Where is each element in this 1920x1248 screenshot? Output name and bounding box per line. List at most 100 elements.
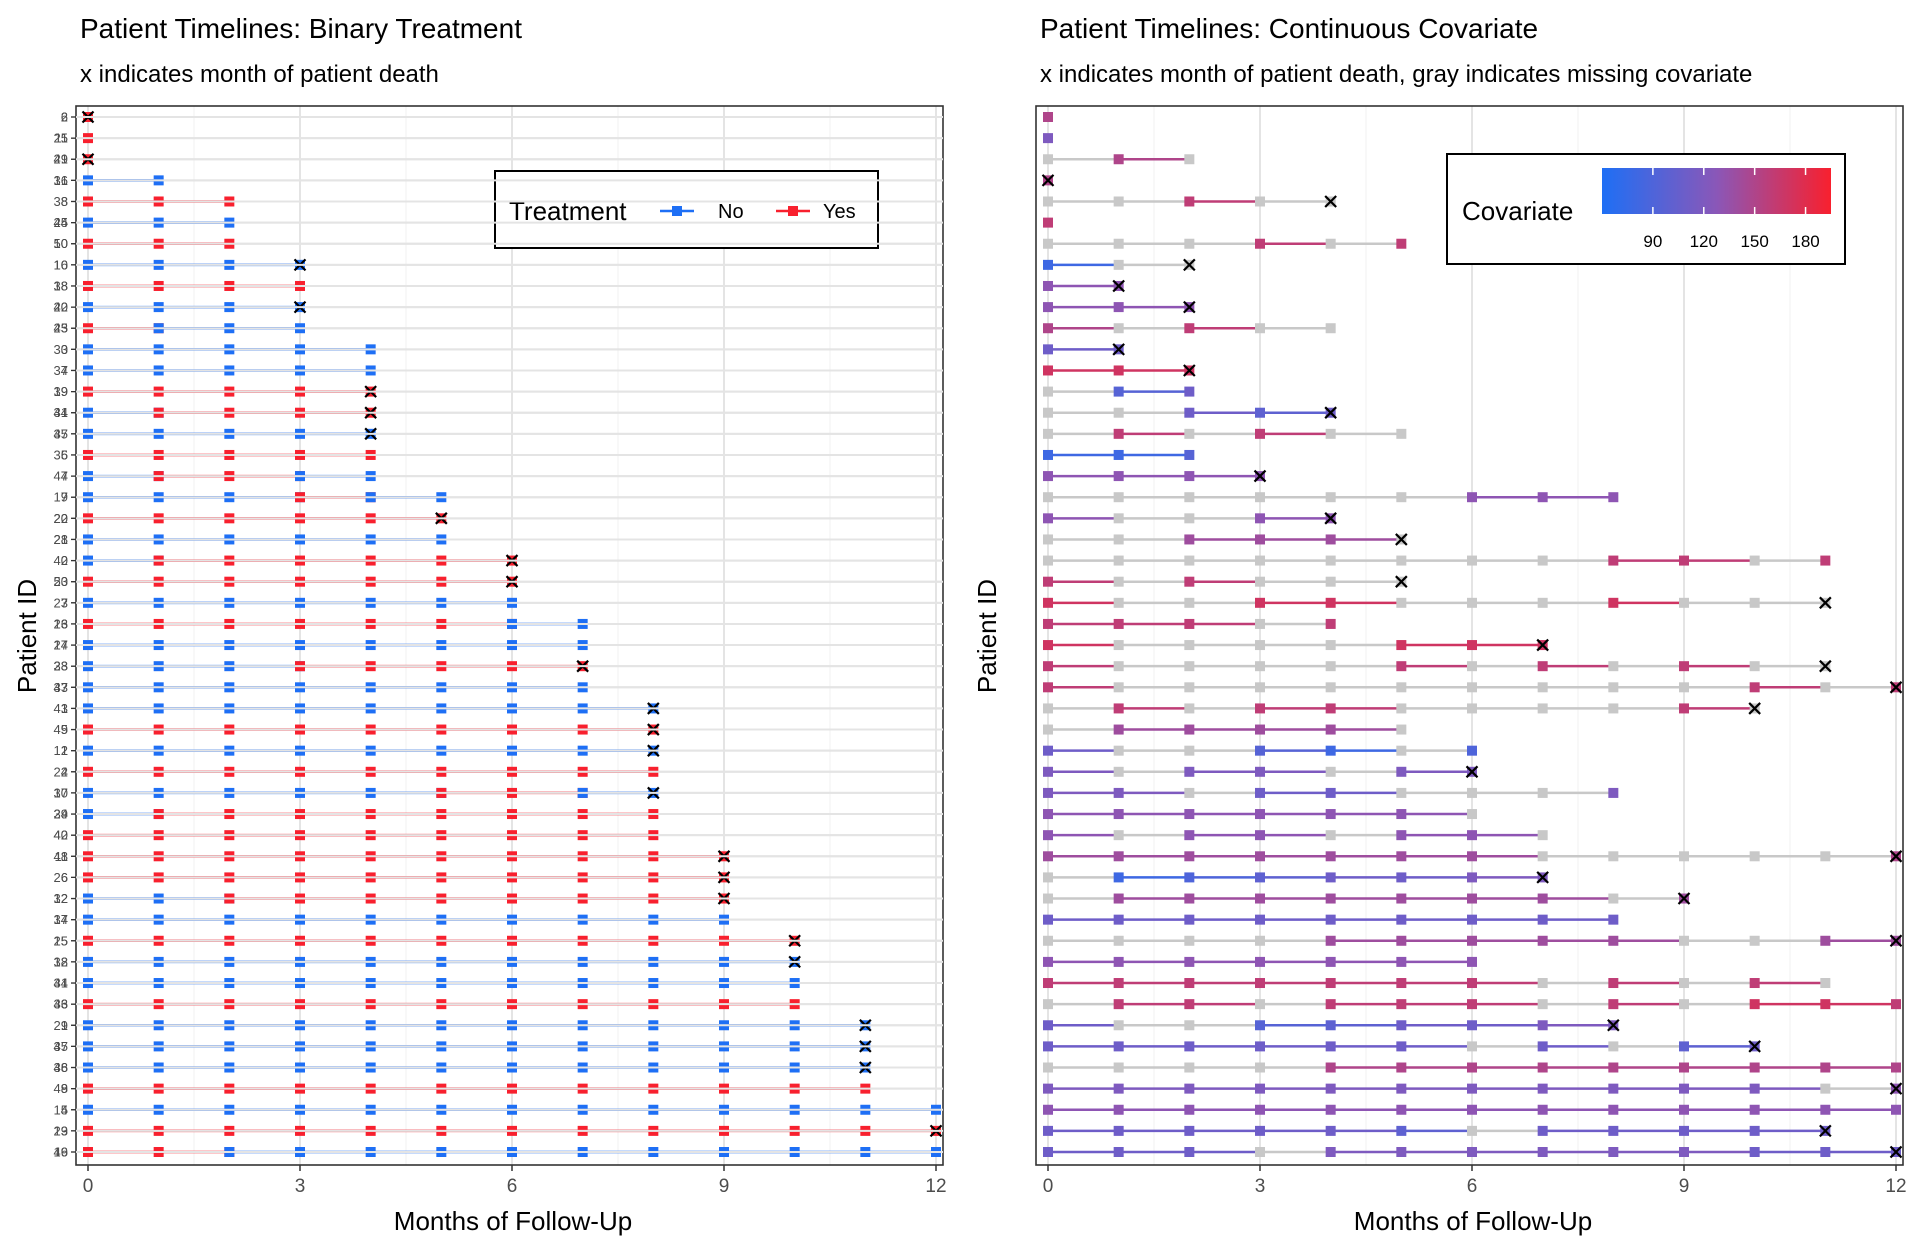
y-tick-label: 19 xyxy=(54,384,68,399)
visit-marker xyxy=(1184,787,1195,798)
visit-marker xyxy=(1325,640,1336,651)
y-tick-label: 14 xyxy=(54,638,68,653)
visit-marker xyxy=(1749,682,1760,693)
y-tick-label: 46 xyxy=(54,1145,68,1160)
visit-marker xyxy=(1325,576,1336,587)
y-tick-label: 1 xyxy=(61,701,68,716)
y-tick-label: 14 xyxy=(54,912,68,927)
y-tick-label: 38 xyxy=(54,194,68,209)
visit-marker xyxy=(1184,471,1195,482)
y-tick-label: 7 xyxy=(61,363,68,378)
colorbar-ticks: 90 120 150 180 xyxy=(1643,168,1820,251)
visit-marker xyxy=(1467,787,1477,798)
colorbar-tick-label: 90 xyxy=(1643,232,1662,251)
y-tick-label: 28 xyxy=(54,659,68,674)
y-tick-label: 4 xyxy=(61,764,68,779)
visit-marker xyxy=(1325,978,1336,989)
visit-marker xyxy=(1184,809,1195,820)
x-tick-label: 12 xyxy=(925,1176,946,1197)
visit-marker xyxy=(1043,386,1053,397)
visit-marker xyxy=(1325,914,1336,925)
y-tick-label: 26 xyxy=(54,616,68,631)
y-tick-label: 4 xyxy=(61,1102,68,1117)
y-tick-label: 43 xyxy=(54,701,68,716)
visit-marker xyxy=(1537,1147,1548,1157)
visit-marker xyxy=(1396,238,1407,249)
visit-marker xyxy=(1184,238,1195,249)
visit-marker xyxy=(1113,978,1124,989)
visit-marker xyxy=(1184,323,1195,334)
visit-marker xyxy=(1184,766,1195,777)
visit-marker xyxy=(1537,597,1548,608)
visit-marker xyxy=(1325,661,1336,672)
visit-marker xyxy=(1043,407,1053,418)
y-axis-label: Patient ID xyxy=(12,579,42,693)
y-tick-label: 31 xyxy=(54,976,68,991)
x-axis-ticks: 0 3 6 9 12 xyxy=(1043,1165,1907,1197)
x-tick-label: 12 xyxy=(1885,1176,1906,1197)
visit-marker xyxy=(1891,999,1901,1010)
visit-marker xyxy=(1043,766,1053,777)
visit-marker xyxy=(1467,1062,1477,1073)
y-tick-label: 23 xyxy=(54,321,68,336)
visit-marker xyxy=(1043,893,1053,904)
visit-marker xyxy=(1467,555,1477,566)
visit-marker xyxy=(1255,745,1265,756)
visit-marker xyxy=(1467,809,1477,820)
y-tick-label: 39 xyxy=(54,384,68,399)
visit-marker xyxy=(1679,935,1689,946)
visit-marker xyxy=(1255,1020,1265,1031)
x-tick-label: 0 xyxy=(83,1176,94,1197)
visit-marker xyxy=(1608,682,1619,693)
visit-marker xyxy=(1396,787,1407,798)
y-tick-label: 48 xyxy=(54,1060,68,1075)
y-tick-label: 25 xyxy=(54,933,68,948)
visit-marker xyxy=(1113,766,1124,777)
visit-marker xyxy=(1184,513,1195,524)
y-tick-label: 32 xyxy=(54,891,68,906)
visit-marker xyxy=(1537,830,1548,841)
visit-marker xyxy=(1113,323,1124,334)
y-tick-label: 29 xyxy=(54,1123,68,1138)
visit-marker xyxy=(1608,851,1619,862)
visit-marker xyxy=(1255,428,1265,439)
y-tick-label: 41 xyxy=(54,405,68,420)
visit-marker xyxy=(1113,196,1124,207)
visit-marker xyxy=(1113,724,1124,735)
visit-marker xyxy=(1396,682,1407,693)
visit-marker xyxy=(1043,428,1053,439)
visit-marker xyxy=(1043,661,1053,672)
visit-marker xyxy=(1043,724,1053,735)
y-tick-label: 13 xyxy=(54,616,68,631)
visit-marker xyxy=(1113,576,1124,587)
visit-marker xyxy=(1467,893,1477,904)
visit-marker xyxy=(1043,914,1053,925)
visit-marker xyxy=(1679,1062,1689,1073)
y-tick-label: 2 xyxy=(61,110,68,125)
chart-subtitle: x indicates month of patient death, gray… xyxy=(1040,61,1752,88)
death-marker xyxy=(1819,596,1832,610)
visit-marker xyxy=(1043,133,1053,144)
visit-marker xyxy=(1537,492,1548,503)
y-tick-label: 10 xyxy=(54,257,68,272)
visit-marker xyxy=(1891,1104,1901,1115)
y-tick-label: 45 xyxy=(54,321,68,336)
visit-marker xyxy=(1396,809,1407,820)
y-tick-label: 49 xyxy=(54,1081,68,1096)
visit-marker xyxy=(1255,407,1265,418)
visit-marker xyxy=(1113,534,1124,545)
y-tick-label: 40 xyxy=(54,828,68,843)
death-marker xyxy=(1465,765,1479,779)
visit-marker xyxy=(1325,323,1336,334)
visit-marker xyxy=(1325,597,1336,608)
visit-marker xyxy=(1396,935,1407,946)
x-axis-label: Months of Follow-Up xyxy=(394,1206,632,1236)
legend-key-yes-marker xyxy=(788,206,798,216)
death-marker xyxy=(1253,469,1267,483)
visit-marker xyxy=(1537,1062,1548,1073)
y-tick-label: 19 xyxy=(54,1145,68,1160)
visit-marker xyxy=(1396,1083,1407,1094)
visit-marker xyxy=(1255,956,1265,967)
visit-marker xyxy=(1608,492,1619,503)
y-tick-label: 22 xyxy=(54,511,68,526)
